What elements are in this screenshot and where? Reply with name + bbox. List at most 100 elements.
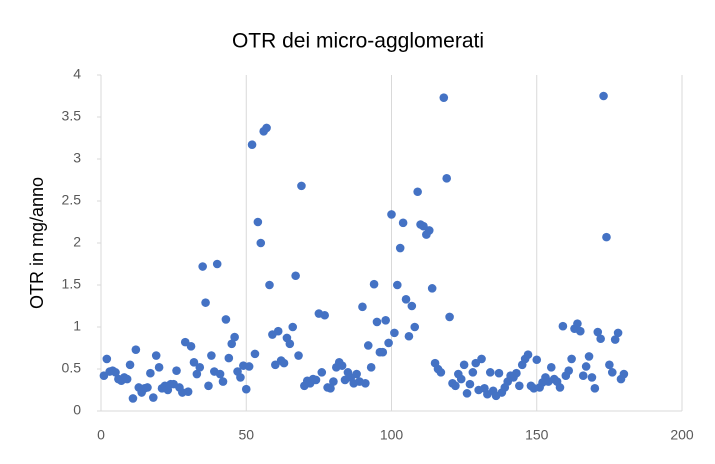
point (244, 362, 254, 371)
point (148, 393, 158, 402)
point (398, 218, 408, 228)
point (250, 349, 260, 359)
point (610, 335, 620, 344)
point (613, 328, 623, 338)
point (230, 332, 239, 342)
point (172, 366, 181, 375)
point (111, 368, 120, 377)
point (125, 360, 135, 370)
point (218, 377, 228, 386)
point (564, 366, 574, 375)
point (329, 377, 338, 386)
point (262, 123, 271, 133)
point (390, 328, 399, 338)
point (381, 315, 390, 325)
point (477, 354, 486, 364)
point (494, 368, 504, 378)
y-tick-label: 4 (73, 66, 81, 82)
point (456, 374, 466, 384)
point (515, 381, 524, 391)
point (204, 381, 213, 391)
y-tick-label: 0 (73, 402, 81, 418)
x-tick-label: 100 (380, 427, 404, 443)
point (387, 210, 396, 219)
point (227, 339, 237, 349)
point (558, 321, 568, 331)
point (183, 387, 193, 396)
point (337, 361, 347, 370)
point (102, 354, 112, 364)
point (602, 232, 611, 242)
point (326, 384, 335, 393)
point (465, 379, 475, 389)
point (605, 360, 614, 370)
point (395, 243, 405, 253)
point (459, 360, 469, 370)
point (224, 353, 234, 363)
point (247, 140, 257, 150)
point (462, 389, 472, 398)
point (485, 368, 495, 377)
point (192, 369, 202, 379)
y-tick-label: 3 (73, 150, 81, 166)
y-tick-label: 0.5 (62, 360, 82, 376)
point (436, 368, 446, 377)
point (451, 381, 460, 391)
point (279, 358, 289, 368)
point (573, 319, 582, 328)
point (555, 383, 565, 392)
point (358, 302, 367, 312)
point (241, 384, 251, 394)
point (424, 226, 434, 235)
y-tick-label: 2.5 (62, 192, 82, 208)
y-tick-label: 1.5 (62, 276, 82, 292)
point (201, 298, 210, 307)
point (578, 371, 588, 381)
point (131, 345, 141, 354)
point (587, 373, 597, 382)
point (320, 310, 329, 320)
point (512, 368, 521, 378)
point (567, 354, 576, 364)
point (285, 339, 295, 349)
point (317, 368, 327, 377)
point (221, 315, 231, 324)
y-tick-label: 1 (73, 318, 81, 334)
point (294, 351, 303, 360)
point (532, 355, 542, 365)
point (413, 187, 422, 197)
point (584, 352, 594, 361)
point (198, 262, 207, 271)
point (576, 326, 585, 336)
point (427, 284, 437, 293)
point (384, 338, 393, 348)
y-tick-label: 2 (73, 234, 81, 250)
chart-title: OTR dei micro-agglomerati (232, 30, 484, 53)
point (273, 326, 283, 336)
point (445, 312, 454, 322)
point (207, 351, 216, 360)
point (265, 280, 274, 290)
x-tick-label: 50 (238, 427, 254, 443)
point (291, 271, 300, 281)
x-tick-label: 0 (97, 427, 105, 443)
point (143, 383, 152, 392)
y-axis-label: OTR in mg/anno (27, 177, 47, 309)
point (593, 327, 603, 337)
point (581, 362, 591, 371)
point (253, 217, 263, 227)
point (393, 280, 402, 290)
point (468, 368, 478, 377)
point (590, 384, 600, 393)
y-tick-label: 3.5 (62, 108, 82, 124)
point (288, 322, 298, 332)
point (372, 317, 382, 327)
point (256, 238, 266, 248)
point (236, 373, 245, 382)
point (311, 375, 321, 385)
point (361, 378, 370, 388)
point (186, 342, 196, 351)
point (122, 374, 132, 384)
point (195, 363, 205, 372)
point (128, 394, 138, 403)
